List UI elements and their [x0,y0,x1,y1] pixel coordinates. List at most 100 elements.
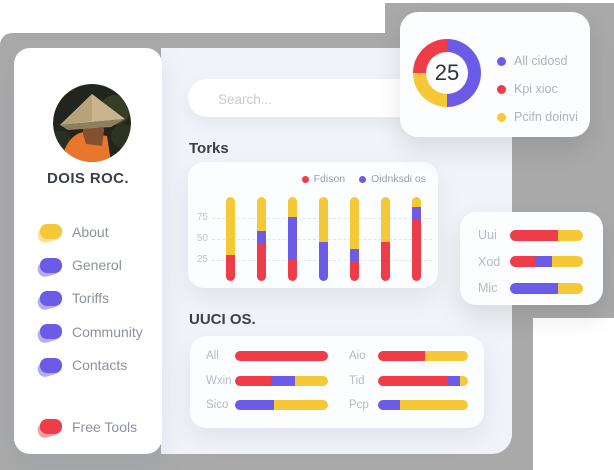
sidebar-item-community[interactable]: Community [14,315,162,348]
bar-segment-red [235,375,272,386]
bar-segment-red [412,219,421,281]
stacked-hbar [378,375,468,386]
stacked-hbar [510,256,583,268]
bar-segment-yellow [459,375,468,386]
uuci-column-right: Aio Tid Pcp [349,344,468,417]
bar-segment-purple [235,399,275,410]
bar-segment-yellow [294,375,328,386]
bar-row-aio: Aio [349,344,468,368]
bar-segment-red [510,256,535,268]
bar-row-label: Sico [206,398,229,411]
donut-chart: 25 [413,39,481,107]
menu-blob-icon [40,357,62,373]
bar-segment-red [226,254,235,281]
sidebar-item-generol[interactable]: Generol [14,248,162,281]
bar-row-label: All [206,350,219,363]
sidebar-item-label: Toriffs [72,290,110,307]
side-bars-card: Uui Xod Mic [460,212,603,305]
bar-segment-yellow [381,197,390,242]
donut-value: 25 [434,60,460,85]
legend-dot-yellow [497,112,506,122]
bar-segment-red [350,260,359,281]
sidebar-item-free-tools[interactable]: Free Tools [14,410,162,443]
torks-chart-card: Fdison Oidnksdi os 25 50 75 [188,162,438,288]
menu-blob-icon [40,224,62,240]
search-bar [188,79,434,119]
bar-segment-red [235,351,328,362]
bar-row-pcp: Pcp [349,393,468,417]
bar-segment-yellow [551,256,583,268]
legend-entry-fdison: Fdison [301,173,346,185]
legend-dot-red [301,175,309,183]
bar-segment-yellow [412,197,421,208]
legend-label: Kpi xioc [514,82,558,96]
sidebar-menu: About Generol Toriffs Community Contacts Free… [14,215,162,443]
stacked-hbar [510,282,583,294]
avatar-photo [53,84,131,162]
bar-row-label: Xod [478,254,501,269]
menu-blob-icon [40,324,62,340]
stacked-bar [288,197,297,281]
donut-center: 25 [426,52,468,94]
stacked-hbar [235,399,328,410]
stacked-bar [412,197,421,281]
bar-segment-yellow [288,197,297,218]
sidebar-item-label: About [72,223,109,240]
bar-row-label: Pcp [349,398,369,411]
kpi-donut-card: 25 All cidosd Kpi xioc Pcifn doinvi [400,12,590,137]
legend-label: All cidosd [514,54,568,68]
donut-legend-entry: All cidosd [497,54,568,68]
bar-row-mic: Mic [478,275,583,302]
sidebar-item-label: Generol [72,257,122,274]
bar-segment-purple [448,375,460,386]
bar-segment-red [381,241,390,281]
bar-segment-yellow [257,197,266,231]
bar-segment-purple [257,230,266,245]
stacked-bar [350,197,359,281]
uuci-chart-card: All Wxin Sico Aio Tid Pcp [190,336,484,428]
stacked-bar [381,197,390,281]
bar-segment-yellow [226,197,235,255]
sidebar-item-label: Community [72,323,143,340]
stacked-bar [319,197,328,281]
sidebar-item-toriffs[interactable]: Toriffs [14,282,162,315]
torks-section-title: Torks [189,140,229,157]
sidebar-item-about[interactable]: About [14,215,162,248]
stacked-hbar [510,229,583,241]
legend-label: Fdison [313,173,346,185]
bar-row-label: Wxin [206,374,232,387]
stacked-bar [257,197,266,281]
stacked-hbar [378,399,468,410]
bar-segment-yellow [350,197,359,250]
bar-segment-yellow [424,351,468,362]
bar-segment-red [378,351,425,362]
sidebar-item-label: Contacts [72,357,128,374]
stacked-hbar [378,351,468,362]
bar-row-label: Mic [478,281,498,296]
y-tick-label: 50 [196,233,208,244]
sidebar-item-contacts[interactable]: Contacts [14,349,162,382]
bar-segment-yellow [399,399,468,410]
profile-name: DOIS ROC. [47,170,129,187]
donut-legend-entry: Kpi xioc [497,82,558,96]
legend-entry-oidnksdi: Oidnksdi os [359,173,426,185]
bar-segment-red [378,375,449,386]
bar-segment-yellow [558,282,583,294]
bar-segment-yellow [319,197,328,242]
legend-dot-red [497,84,506,94]
bar-row-label: Uui [478,228,497,243]
bar-segment-purple [378,399,400,410]
bar-segment-red [257,244,266,281]
bar-segment-red [510,229,559,241]
bar-segment-purple [271,375,295,386]
search-input[interactable] [216,79,420,119]
legend-dot-purple [497,56,506,66]
uuci-section-title: UUCI OS. [189,311,256,328]
legend-dot-purple [359,175,367,183]
side-bars-rows: Uui Xod Mic [478,222,583,302]
bar-row-tid: Tid [349,368,468,392]
bar-row-all: All [206,344,328,368]
bar-row-xod: Xod [478,249,583,276]
stacked-hbar [235,351,328,362]
